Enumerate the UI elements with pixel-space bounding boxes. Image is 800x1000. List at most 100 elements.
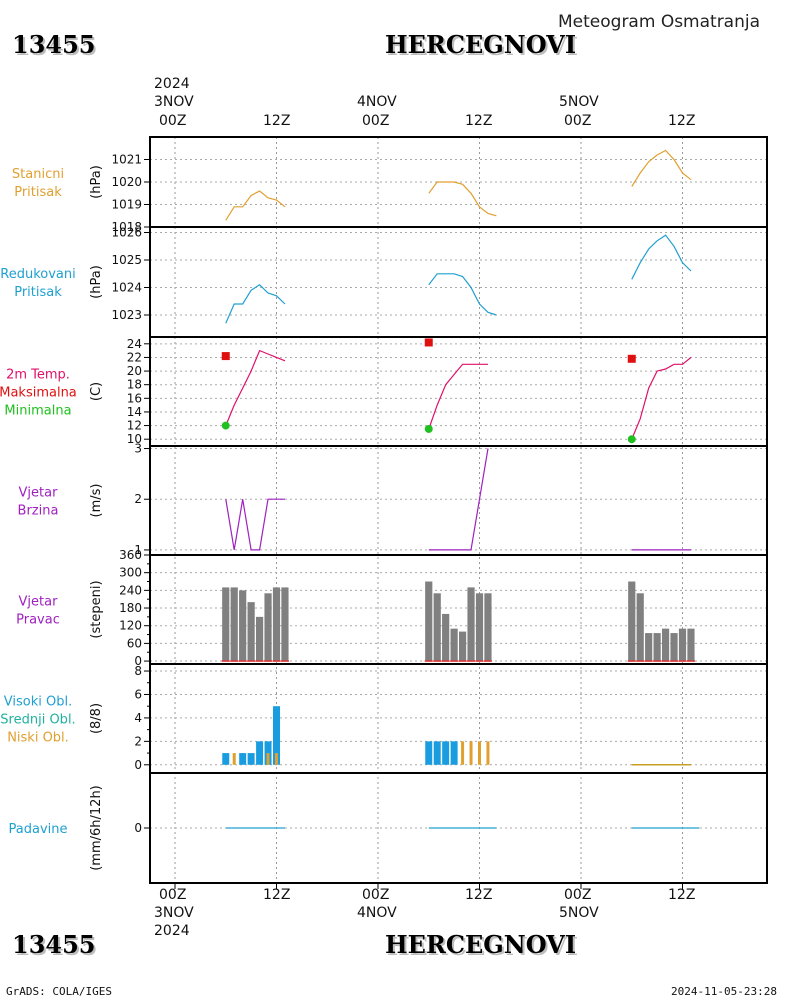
wind-direction-bar-18: [636, 593, 644, 662]
temperature-ytick-label-3: 14: [127, 405, 142, 419]
reduced_pressure-ytick-label-3: 1025: [111, 253, 142, 267]
wind-direction-bar-24: [687, 628, 695, 662]
day-label-bottom-2: 4NOV: [357, 905, 397, 921]
tick-label-top-3: 00Z: [362, 113, 390, 129]
temp-max-point-1: [221, 352, 230, 361]
cloud-low-bar-3: [275, 753, 278, 765]
temperature-label-1: 2m Temp.: [6, 368, 70, 383]
temperature-ytick-label-7: 22: [127, 350, 142, 364]
pressure-series-1-segment-2: [428, 181, 497, 217]
temperature-ytick-label-4: 16: [127, 391, 142, 405]
clouds-label-1: Visoki Obl.: [4, 695, 72, 710]
temp-min-point-1: [221, 421, 230, 430]
year-label-bottom: 2024: [154, 923, 190, 939]
temp-min-point-2: [424, 424, 433, 433]
pressure-series-1-segment-1: [225, 190, 286, 221]
station-id-bottom: 13455: [12, 930, 96, 959]
wind-direction-bar-15: [475, 593, 484, 662]
tick-label-bottom-3: 00Z: [362, 887, 390, 903]
cloud-high-bar-2: [239, 753, 247, 765]
reduced_pressure-label-1: Redukovani: [0, 267, 75, 282]
reduced_pressure-panel-frame: [149, 226, 768, 338]
cloud-high-bar-6: [273, 706, 280, 765]
cloud-high-bar-9: [442, 741, 450, 765]
day-label-top-1: 3NOV: [154, 94, 194, 110]
reduced_pressure-unit-label: (hPa): [89, 265, 104, 299]
wind_speed-unit-label: (m/s): [89, 484, 104, 518]
clouds-ytick-label-5: 8: [134, 664, 142, 678]
reduced_pressure-series-1-segment-1: [225, 284, 286, 324]
wind-direction-bar-1: [222, 587, 230, 662]
wind-direction-bar-9: [425, 581, 433, 662]
temperature-ytick-label-1: 10: [127, 432, 142, 446]
precipitation-label-1: Padavine: [9, 822, 68, 837]
wind-direction-bar-4: [247, 602, 255, 662]
tick-label-top-6: 12Z: [668, 113, 696, 129]
wind-direction-bar-2: [230, 587, 238, 662]
wind_speed-ytick-label-1: 1: [134, 543, 142, 557]
wind-direction-bar-20: [653, 633, 661, 662]
cloud-high-bar-10: [450, 741, 458, 765]
reduced_pressure-series-1-segment-2: [428, 273, 497, 316]
reduced_pressure-ytick-label-4: 1026: [111, 226, 142, 240]
wind-direction-bar-11: [442, 613, 450, 662]
tick-label-bottom-1: 00Z: [159, 887, 187, 903]
wind_speed-ytick-label-2: 2: [134, 492, 142, 506]
temperature-label-3: Minimalna: [4, 404, 71, 419]
chart-subtitle: Meteogram Osmatranja: [558, 12, 761, 32]
station-id-top: 13455: [12, 30, 96, 59]
pressure-ytick-label-1: 1018: [111, 220, 142, 234]
wind_direction-unit-label: (stepeni): [89, 580, 104, 638]
wind_direction-label-1: Vjetar: [19, 595, 59, 610]
tick-label-bottom-4: 12Z: [465, 887, 493, 903]
temp-max-point-2: [424, 338, 433, 347]
wind_direction-label-2: Pravac: [16, 613, 60, 628]
wind-direction-bar-5: [255, 616, 264, 662]
wind-direction-bar-23: [678, 628, 687, 662]
temperature-ytick-label-5: 18: [127, 378, 142, 392]
wind-direction-bar-12: [450, 628, 458, 662]
cloud-low-bar-4: [461, 741, 465, 765]
day-label-bottom-1: 3NOV: [154, 905, 194, 921]
cloud-low-bar-5: [469, 741, 473, 765]
wind_speed-ytick-label-3: 3: [134, 442, 142, 456]
year-label-top: 2024: [154, 76, 190, 92]
wind_direction-ytick-label-7: 360: [119, 548, 142, 562]
pressure-ytick-label-2: 1019: [111, 198, 142, 212]
wind-direction-bar-13: [458, 631, 467, 662]
temperature-series-1-segment-1: [225, 349, 286, 426]
cloud-low-bar-6: [478, 741, 481, 765]
wind-direction-bar-14: [467, 587, 475, 662]
wind-direction-bar-8: [281, 587, 289, 662]
wind_direction-ytick-label-1: 0: [134, 654, 142, 668]
tick-label-top-2: 12Z: [263, 113, 291, 129]
temperature-ytick-label-8: 24: [127, 337, 142, 351]
cloud-high-bar-8: [433, 741, 441, 765]
clouds-ytick-label-1: 0: [134, 758, 142, 772]
temperature-series-1-segment-2: [428, 363, 488, 430]
wind-direction-bar-21: [661, 628, 670, 662]
wind-direction-bar-3: [239, 590, 247, 662]
precipitation-ytick-label-1: 0: [134, 821, 142, 835]
reduced_pressure-ytick-label-2: 1024: [111, 281, 142, 295]
clouds-ytick-label-4: 6: [134, 687, 142, 701]
wind-direction-bar-7: [272, 587, 281, 662]
timestamp-label: 2024-11-05-23:28: [671, 985, 777, 998]
temperature-series-1-segment-3: [631, 356, 692, 440]
temperature-panel-frame: [149, 336, 768, 447]
wind_direction-ytick-label-5: 240: [119, 583, 142, 597]
tick-label-bottom-2: 12Z: [263, 887, 291, 903]
pressure-label-2: Pritisak: [14, 185, 62, 200]
wind-direction-bar-16: [484, 593, 492, 662]
pressure-ytick-label-3: 1020: [111, 175, 142, 189]
wind-direction-bar-6: [264, 593, 272, 662]
wind_speed-series-1-segment-2: [428, 448, 489, 551]
precipitation-unit-label: (mm/6h/12h): [89, 785, 104, 871]
wind_direction-ytick-label-3: 120: [119, 619, 142, 633]
cloud-high-bar-3: [247, 753, 255, 765]
wind-direction-bar-17: [628, 581, 636, 662]
cloud-low-bar-7: [486, 741, 490, 765]
temp-min-point-3: [627, 435, 636, 444]
pressure-series-1-segment-3: [631, 149, 692, 187]
precipitation-panel-frame: [149, 772, 768, 884]
